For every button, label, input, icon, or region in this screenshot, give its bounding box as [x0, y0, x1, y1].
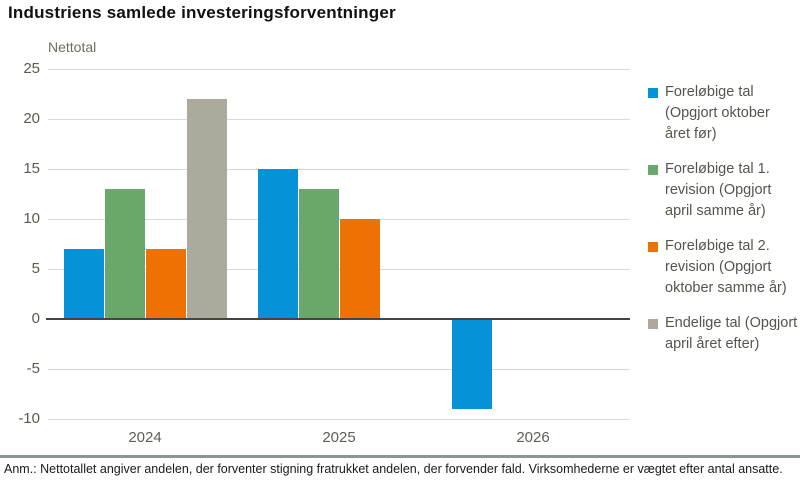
- y-axis-tick-label: 15: [23, 160, 40, 177]
- bar-2025-series-2: [339, 219, 380, 319]
- bar-2024-series-0: [63, 249, 104, 319]
- chart-legend: Foreløbige tal (Opgjort oktober året før…: [648, 82, 798, 369]
- gridline: [48, 369, 630, 370]
- zero-baseline: [46, 318, 630, 320]
- gridline: [48, 119, 630, 120]
- legend-label: Endelige tal (Opgjort april året efter): [665, 315, 798, 352]
- legend-item-0: Foreløbige tal (Opgjort oktober året før…: [648, 82, 798, 145]
- legend-item-2: Foreløbige tal 2. revision (Opgjort okto…: [648, 236, 798, 299]
- legend-item-3: Endelige tal (Opgjort april året efter): [648, 313, 798, 355]
- gridline: [48, 219, 630, 220]
- y-axis-tick-label: -10: [18, 410, 40, 427]
- legend-label: Foreløbige tal 2. revision (Opgjort okto…: [665, 238, 787, 296]
- page-title: Industriens samlede investeringsforventn…: [8, 3, 396, 22]
- bar-2026-series-0: [451, 319, 492, 409]
- y-axis-tick-label: -5: [26, 360, 40, 377]
- legend-swatch-icon: [648, 242, 658, 252]
- y-axis-tick-label: 5: [31, 260, 40, 277]
- bar-2025-series-1: [298, 189, 339, 319]
- x-axis-tick-label: 2025: [322, 429, 356, 446]
- y-axis-title: Nettotal: [48, 39, 97, 55]
- y-axis-tick-label: 20: [23, 110, 40, 127]
- gridline: [48, 69, 630, 70]
- y-axis-tick-label: 0: [31, 310, 40, 327]
- gridline: [48, 419, 630, 420]
- bar-2025-series-0: [257, 169, 298, 319]
- footer-note: Anm.: Nettotallet angiver andelen, der f…: [4, 462, 783, 476]
- gridline: [48, 269, 630, 270]
- legend-swatch-icon: [648, 319, 658, 329]
- legend-label: Foreløbige tal 1. revision (Opgjort apri…: [665, 161, 772, 219]
- x-axis-tick-label: 2024: [128, 429, 162, 446]
- legend-item-1: Foreløbige tal 1. revision (Opgjort apri…: [648, 159, 798, 222]
- x-axis-tick-label: 2026: [516, 429, 550, 446]
- gridline: [48, 169, 630, 170]
- legend-label: Foreløbige tal (Opgjort oktober året før…: [665, 84, 770, 142]
- bar-2024-series-1: [104, 189, 145, 319]
- legend-swatch-icon: [648, 165, 658, 175]
- bar-2024-series-3: [186, 99, 227, 319]
- y-axis-tick-label: 10: [23, 210, 40, 227]
- legend-swatch-icon: [648, 88, 658, 98]
- bar-2024-series-2: [145, 249, 186, 319]
- footer-divider: [0, 455, 800, 458]
- y-axis-tick-label: 25: [23, 60, 40, 77]
- bar-chart-plot-area: -10 -5 0 5 10 15 20 25 2024 2025 2026: [18, 60, 630, 446]
